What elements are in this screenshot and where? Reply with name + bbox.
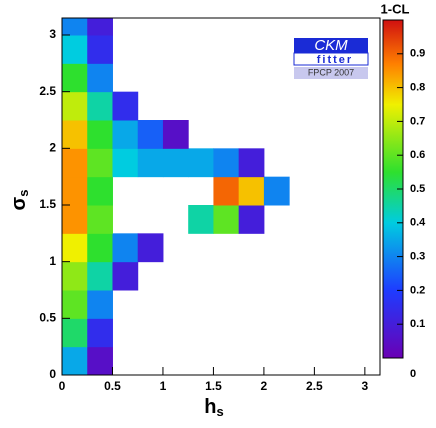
heat-cell	[87, 346, 113, 376]
heat-cell	[87, 318, 113, 348]
heat-cell	[87, 120, 113, 149]
heat-cell	[112, 148, 139, 178]
heat-cell	[137, 120, 164, 149]
heat-cell	[87, 176, 113, 206]
heat-cell	[87, 233, 113, 263]
heat-cell	[87, 18, 113, 36]
heat-cell	[112, 120, 139, 149]
heat-cell	[213, 148, 240, 178]
y-tick-label: 2.5	[39, 84, 56, 98]
heat-cell	[62, 35, 88, 64]
y-tick-label: 1	[49, 254, 56, 268]
heat-cell	[87, 290, 113, 319]
x-tick-label: 1	[160, 379, 167, 393]
heat-cell	[137, 233, 164, 263]
heat-cell	[238, 176, 265, 206]
logo-bottom: FPCP 2007	[308, 67, 354, 77]
x-label-sub: s	[216, 404, 223, 419]
heat-cell	[62, 346, 88, 376]
heat-cell	[213, 205, 240, 234]
heat-cell	[188, 148, 214, 178]
y-tick-label: 1.5	[39, 197, 56, 211]
y-axis-label: σs	[8, 190, 31, 211]
heat-cell	[62, 290, 88, 319]
heat-cell	[87, 148, 113, 178]
heat-cell	[213, 176, 240, 206]
heat-cell	[62, 176, 88, 206]
heat-cell	[137, 148, 164, 178]
logo-bottom-box	[294, 67, 368, 79]
heat-cell	[87, 261, 113, 291]
plot-frame	[61, 17, 381, 376]
x-axis-label: hs	[204, 396, 223, 419]
heat-cell	[263, 176, 290, 206]
x-tick-label: 2	[261, 379, 268, 393]
heat-cell	[62, 318, 88, 348]
heat-cell	[62, 148, 88, 178]
y-label-sub: s	[16, 190, 31, 197]
x-tick-label: 3	[362, 379, 369, 393]
heat-cell	[62, 63, 88, 93]
heat-cell	[162, 148, 189, 178]
x-tick-label: 0.5	[104, 379, 121, 393]
x-label-main: h	[204, 396, 216, 418]
heat-cell	[188, 205, 214, 234]
heat-cell	[62, 18, 88, 36]
colorbar-tick-label: 0.8	[410, 82, 425, 94]
heat-cell	[112, 91, 139, 121]
heat-cell	[238, 205, 265, 234]
heat-cell	[112, 261, 139, 291]
heat-cell	[62, 120, 88, 149]
y-tick-label: 0.5	[39, 311, 56, 325]
colorbar-tick-label: 0.9	[410, 48, 425, 60]
x-tick-label: 0	[59, 379, 66, 393]
colorbar-tick-label: 0.6	[410, 149, 425, 161]
heat-cell	[62, 233, 88, 263]
heat-cell	[112, 233, 139, 263]
logo-middle: fitter	[317, 54, 353, 66]
colorbar-tick-label: 0.5	[410, 183, 425, 195]
y-label-main: σ	[8, 196, 30, 210]
colorbar-label: 1-CL	[381, 1, 410, 16]
x-tick-label: 1.5	[205, 379, 222, 393]
y-tick-label: 2	[49, 141, 56, 155]
heat-cell	[87, 91, 113, 121]
heat-cell	[238, 148, 265, 178]
heat-cell	[87, 205, 113, 234]
x-tick-label: 2.5	[306, 379, 323, 393]
heat-cell	[87, 63, 113, 93]
logo-top: CKM	[314, 37, 348, 54]
heat-cell	[62, 261, 88, 291]
heat-cell	[62, 91, 88, 121]
heat-cell	[162, 120, 189, 149]
y-tick-label: 3	[49, 27, 56, 41]
colorbar-tick-label: 0.1	[410, 318, 425, 330]
colorbar-tick-label: 0.2	[410, 284, 425, 296]
heat-cell	[62, 205, 88, 234]
colorbar-tick-label: 0.3	[410, 251, 425, 263]
logo-mid-box	[293, 52, 369, 66]
colorbar-tick-label: 0.4	[410, 217, 426, 229]
heat-cell	[87, 35, 113, 64]
logo-box	[294, 38, 368, 53]
colorbar-tick-label: 0.7	[410, 115, 425, 127]
y-tick-label: 0	[49, 367, 56, 381]
colorbar-tick-label: 0	[410, 368, 416, 380]
